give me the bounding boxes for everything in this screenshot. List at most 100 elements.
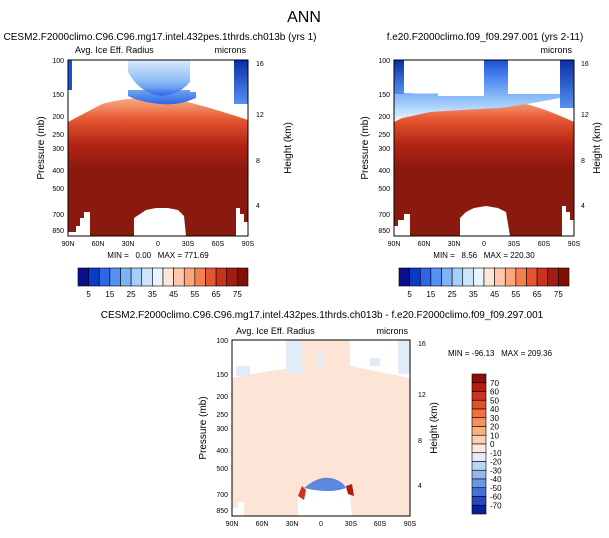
gap-mask-2 [508, 60, 560, 94]
y-tick-label: 250 [216, 412, 228, 419]
y-ticks: 100 150 200 250 300 400 500 700 850 [52, 58, 64, 235]
colorbar-label: 65 [212, 290, 221, 299]
y-ticks: 100 150 200 250 300 400 500 700 850 [216, 338, 228, 515]
surface-mask [394, 214, 410, 236]
colorbar-swatch [471, 373, 487, 384]
plot-area [231, 339, 411, 517]
colorbar-swatch [237, 267, 249, 287]
surface-mask-south [236, 208, 248, 236]
colorbar-swatch [205, 267, 217, 287]
colorbar-swatch [471, 443, 487, 454]
colorbar-swatch [109, 267, 121, 287]
colorbar-swatch [526, 267, 538, 287]
y-tick-label: 200 [378, 114, 390, 121]
y-tick-label: 700 [378, 212, 390, 219]
colorbar-label: 75 [554, 290, 563, 299]
colorbar-swatch [183, 267, 196, 287]
anomaly-red-east [346, 484, 354, 496]
colorbar-swatch [409, 267, 421, 287]
axis-ylabel: Pressure (mb) [198, 396, 209, 459]
x-tick-label: 90S [242, 241, 255, 248]
colorbar-label: 60 [490, 388, 499, 397]
light-blue-patch [236, 366, 250, 376]
y2-tick-label: 16 [581, 61, 589, 68]
mountain-mask [134, 208, 186, 236]
y-tick-label: 300 [216, 426, 228, 433]
anomaly-blue [304, 477, 346, 491]
colorbar-swatch [471, 434, 487, 445]
polar-blue-north [68, 60, 72, 90]
x-tick-label: 60S [374, 521, 387, 528]
colorbar-swatch [471, 504, 487, 515]
y-ticks: 100 150 200 250 300 400 500 700 850 [378, 58, 390, 235]
colorbar-swatch [194, 267, 206, 287]
panel-difference: CESM2.F2000climo.C96.C96.mg17.intel.432p… [101, 310, 553, 528]
colorbar-swatch [162, 267, 174, 287]
colorbar-label: 75 [233, 290, 242, 299]
y2-tick-label: 4 [418, 483, 422, 490]
colorbar-label: 35 [469, 290, 478, 299]
colorbar-label: 10 [490, 431, 499, 440]
colorbar-label: -10 [490, 449, 502, 458]
colorbar-swatch [504, 267, 517, 287]
panel-left-label: Avg. Ice Eff. Radius [236, 326, 315, 336]
colorbar-swatch [215, 267, 228, 287]
colorbar-swatch [430, 267, 442, 287]
y2-tick-label: 8 [256, 158, 260, 165]
x-tick-label: 60S [538, 241, 551, 248]
tropopause-blue-core [128, 60, 196, 96]
y-tick-label: 400 [52, 168, 64, 175]
y-tick-label: 150 [216, 372, 228, 379]
x-ticks: 90N 60N 30N 0 30S 60S 90S [226, 521, 417, 528]
y-tick-label: 500 [216, 466, 228, 473]
y2-ticks: 16 12 8 4 [581, 61, 589, 210]
colorbar-label: 20 [490, 423, 499, 432]
plot-area [67, 59, 249, 237]
stats-text: MIN = 8.56 MAX = 220.30 [433, 251, 535, 260]
y2-tick-label: 16 [256, 61, 264, 68]
colorbar-swatch [471, 399, 487, 410]
colorbar-swatch [494, 267, 506, 287]
y2-tick-label: 8 [418, 438, 422, 445]
colorbar-swatch [471, 391, 487, 401]
panel-title: CESM2.F2000climo.C96.C96.mg17.intel.432p… [101, 310, 544, 321]
light-blue-patch [318, 352, 324, 366]
x-ticks: 90N 60N 30N 0 30S 60S 90S [388, 241, 581, 248]
x-tick-label: 30N [286, 521, 299, 528]
y-tick-label: 250 [378, 132, 390, 139]
colorbar-swatch [536, 267, 549, 287]
x-tick-label: 90N [388, 241, 401, 248]
colorbar-swatch [98, 267, 111, 287]
gap-mask [438, 60, 484, 96]
y-tick-label: 500 [52, 186, 64, 193]
y-tick-label: 200 [52, 114, 64, 121]
polar-blue-south [234, 60, 248, 104]
panel-left-label: Avg. Ice Eff. Radius [75, 45, 154, 55]
x-tick-label: 90S [404, 521, 417, 528]
panel-right-label: microns [214, 45, 246, 55]
x-tick-label: 60N [256, 521, 269, 528]
y-tick-label: 500 [378, 186, 390, 193]
colorbar-swatch [398, 267, 410, 287]
x-tick-label: 0 [482, 241, 486, 248]
colorbar-swatch [471, 478, 487, 489]
colorbar-swatch [473, 267, 485, 287]
y2-tick-label: 12 [256, 112, 264, 119]
axis-ylabel: Pressure (mb) [360, 116, 371, 179]
colorbar-swatch [558, 267, 570, 287]
y-tick-label: 250 [52, 132, 64, 139]
panel-top-right: f.e20.F2000climo.f09_f09.297.001 (yrs 2-… [360, 32, 603, 299]
colorbar-swatch [515, 267, 527, 287]
y-tick-label: 400 [216, 448, 228, 455]
polar-blue-south [560, 60, 574, 108]
x-tick-label: 60N [92, 241, 105, 248]
colorbar-swatch [471, 426, 487, 436]
colorbar-swatch [173, 267, 185, 287]
colorbar-swatch [471, 417, 487, 427]
colorbar-label: 35 [148, 290, 157, 299]
colorbar-swatch [419, 267, 432, 287]
colorbar-label: 50 [490, 396, 499, 405]
colorbar-swatch [471, 408, 487, 419]
axis-y2label: Height (km) [429, 402, 440, 454]
